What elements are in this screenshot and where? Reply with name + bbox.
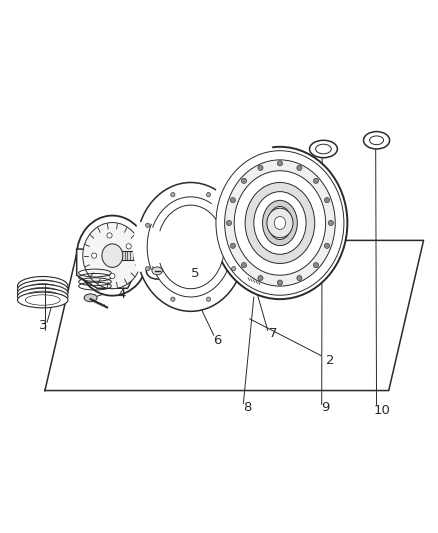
Ellipse shape bbox=[84, 294, 97, 302]
Text: 10: 10 bbox=[374, 403, 391, 417]
Circle shape bbox=[232, 223, 236, 228]
Ellipse shape bbox=[268, 206, 292, 239]
Circle shape bbox=[226, 220, 232, 225]
Ellipse shape bbox=[83, 223, 142, 289]
Ellipse shape bbox=[152, 267, 162, 275]
Text: 3: 3 bbox=[39, 319, 47, 332]
Ellipse shape bbox=[216, 151, 344, 295]
Circle shape bbox=[277, 280, 283, 285]
Ellipse shape bbox=[18, 292, 68, 308]
Ellipse shape bbox=[18, 284, 68, 302]
Text: 9: 9 bbox=[321, 401, 330, 415]
Circle shape bbox=[230, 198, 236, 203]
Ellipse shape bbox=[370, 136, 384, 144]
Ellipse shape bbox=[245, 182, 315, 263]
Text: 5: 5 bbox=[191, 266, 199, 279]
Circle shape bbox=[328, 220, 333, 225]
Circle shape bbox=[206, 297, 211, 301]
Ellipse shape bbox=[25, 280, 60, 292]
Circle shape bbox=[145, 223, 150, 228]
Circle shape bbox=[313, 178, 318, 183]
Circle shape bbox=[206, 192, 211, 197]
Ellipse shape bbox=[212, 147, 347, 299]
Circle shape bbox=[313, 263, 318, 268]
Ellipse shape bbox=[157, 205, 224, 289]
Ellipse shape bbox=[136, 182, 245, 311]
Circle shape bbox=[171, 297, 175, 301]
Circle shape bbox=[258, 276, 263, 281]
Ellipse shape bbox=[102, 244, 123, 268]
Circle shape bbox=[230, 243, 236, 248]
Text: 6: 6 bbox=[212, 334, 221, 347]
Ellipse shape bbox=[206, 207, 248, 256]
Circle shape bbox=[171, 192, 175, 197]
Polygon shape bbox=[77, 249, 132, 288]
Circle shape bbox=[325, 198, 329, 203]
Bar bbox=[122, 251, 154, 260]
Text: 2: 2 bbox=[326, 353, 334, 367]
Ellipse shape bbox=[25, 284, 60, 295]
Ellipse shape bbox=[267, 208, 293, 238]
Ellipse shape bbox=[310, 140, 337, 158]
Text: 4: 4 bbox=[117, 288, 125, 301]
Circle shape bbox=[297, 165, 302, 171]
Circle shape bbox=[241, 263, 247, 268]
Ellipse shape bbox=[25, 295, 60, 305]
Ellipse shape bbox=[239, 272, 251, 279]
Ellipse shape bbox=[146, 263, 168, 279]
Circle shape bbox=[92, 253, 97, 258]
Circle shape bbox=[241, 178, 247, 183]
Circle shape bbox=[325, 243, 329, 248]
Circle shape bbox=[258, 165, 263, 171]
Ellipse shape bbox=[234, 171, 325, 275]
Circle shape bbox=[107, 233, 112, 238]
Circle shape bbox=[110, 273, 115, 279]
Ellipse shape bbox=[225, 160, 335, 286]
Ellipse shape bbox=[262, 200, 297, 246]
Circle shape bbox=[297, 276, 302, 281]
Ellipse shape bbox=[149, 197, 232, 297]
Text: 7: 7 bbox=[269, 327, 278, 341]
Ellipse shape bbox=[316, 144, 331, 154]
Ellipse shape bbox=[77, 215, 148, 296]
Ellipse shape bbox=[25, 291, 60, 302]
Wedge shape bbox=[134, 223, 191, 271]
Text: 8: 8 bbox=[243, 401, 251, 415]
Ellipse shape bbox=[364, 132, 390, 149]
Circle shape bbox=[277, 161, 283, 166]
Ellipse shape bbox=[214, 216, 240, 247]
Ellipse shape bbox=[18, 280, 68, 298]
Circle shape bbox=[145, 266, 150, 271]
Ellipse shape bbox=[18, 277, 68, 296]
Ellipse shape bbox=[254, 192, 306, 254]
Circle shape bbox=[232, 266, 236, 271]
Ellipse shape bbox=[25, 287, 60, 298]
Ellipse shape bbox=[18, 288, 68, 305]
Ellipse shape bbox=[274, 216, 286, 230]
Circle shape bbox=[126, 244, 131, 249]
